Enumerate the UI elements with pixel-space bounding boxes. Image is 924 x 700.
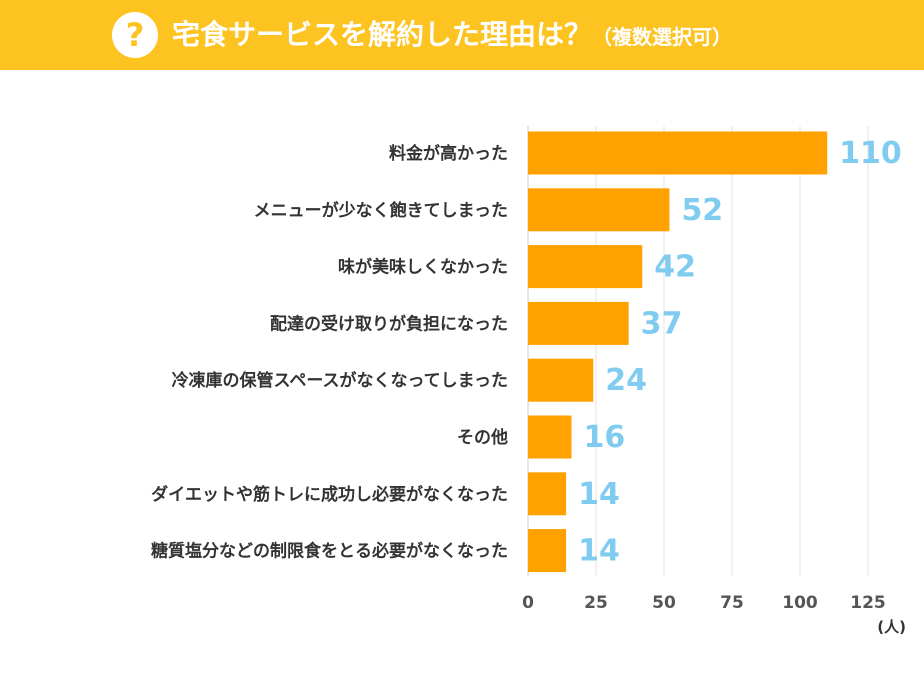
category-label: 料金が高かった bbox=[389, 143, 508, 164]
category-label: ダイエットや筋トレに成功し必要がなくなった bbox=[151, 484, 508, 505]
value-label: 42 bbox=[654, 250, 696, 285]
category-labels: 料金が高かったメニューが少なく飽きてしまった味が美味しくなかった配達の受け取りが… bbox=[151, 143, 508, 562]
bar bbox=[528, 529, 567, 573]
x-tick-label: 75 bbox=[720, 593, 744, 613]
value-label: 14 bbox=[578, 477, 620, 512]
bar bbox=[528, 131, 828, 175]
x-tick-label: 50 bbox=[652, 593, 676, 613]
x-tick-label: 0 bbox=[522, 593, 534, 613]
x-axis-ticks: 0 25 50 75 100 125 bbox=[522, 593, 886, 613]
x-tick-label: 25 bbox=[584, 593, 608, 613]
value-label: 14 bbox=[578, 534, 620, 569]
category-label: 味が美味しくなかった bbox=[338, 257, 508, 278]
value-labels: 110 52 42 37 24 16 14 14 bbox=[578, 136, 902, 569]
bar bbox=[528, 415, 572, 459]
category-label: 糖質塩分などの制限食をとる必要がなくなった bbox=[151, 541, 508, 562]
value-label: 16 bbox=[584, 420, 626, 455]
title-banner: ? 宅食サービスを解約した理由は？（複数選択可） bbox=[0, 0, 924, 70]
x-tick-label: 100 bbox=[782, 593, 818, 613]
bar bbox=[528, 188, 670, 232]
unit-label: (人) bbox=[877, 618, 906, 636]
category-label: その他 bbox=[457, 427, 508, 448]
value-label: 24 bbox=[605, 363, 647, 398]
x-tick-label: 125 bbox=[850, 593, 886, 613]
title-main: 宅食サービスを解約した理由は？ bbox=[172, 18, 593, 51]
bar bbox=[528, 472, 567, 516]
bar bbox=[528, 301, 629, 345]
category-label: 冷凍庫の保管スペースがなくなってしまった bbox=[172, 370, 508, 391]
bar bbox=[528, 245, 643, 289]
chart-title: 宅食サービスを解約した理由は？（複数選択可） bbox=[172, 0, 732, 70]
value-label: 52 bbox=[681, 193, 723, 228]
question-icon: ? bbox=[112, 12, 158, 58]
value-label: 110 bbox=[839, 136, 902, 171]
value-label: 37 bbox=[641, 306, 683, 341]
title-sub: （複数選択可） bbox=[592, 25, 733, 49]
bars bbox=[528, 131, 828, 573]
bar bbox=[528, 358, 594, 402]
category-label: 配達の受け取りが負担になった bbox=[270, 313, 508, 334]
category-label: メニューが少なく飽きてしまった bbox=[254, 200, 508, 221]
